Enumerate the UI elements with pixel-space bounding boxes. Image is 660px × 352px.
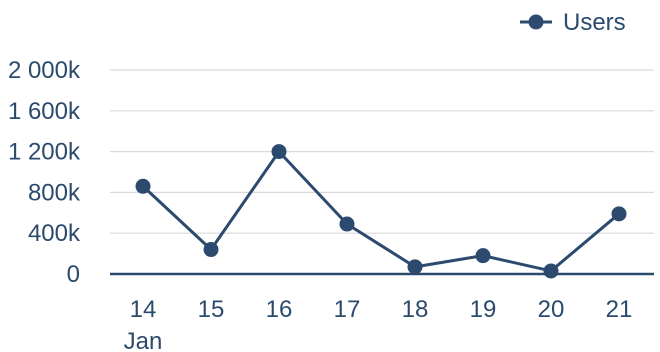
x-tick-label: 15 xyxy=(198,296,225,323)
y-axis: 0 400k 800k 1 200k 1 600k 2 000k xyxy=(8,57,81,288)
y-tick-label: 1 600k xyxy=(8,98,81,125)
x-tick-label: 17 xyxy=(334,296,361,323)
x-tick-label: 20 xyxy=(538,296,565,323)
y-tick-label: 0 xyxy=(67,261,80,288)
legend-swatch-marker xyxy=(528,14,544,30)
y-tick-label: 800k xyxy=(28,179,81,206)
legend[interactable]: Users xyxy=(520,9,626,36)
legend-label[interactable]: Users xyxy=(563,9,626,36)
y-tick-label: 2 000k xyxy=(8,57,81,84)
x-tick-label: 14 xyxy=(130,296,157,323)
x-tick-label: 21 xyxy=(606,296,633,323)
x-axis: 14 15 16 17 18 19 20 21 Jan xyxy=(110,272,654,352)
data-point[interactable] xyxy=(135,178,151,194)
gridlines xyxy=(110,69,654,234)
data-point[interactable] xyxy=(475,248,491,264)
y-tick-label: 1 200k xyxy=(8,139,81,166)
x-tick-label: 19 xyxy=(470,296,497,323)
x-tick-label: 16 xyxy=(266,296,293,323)
data-point[interactable] xyxy=(271,144,287,160)
series-line xyxy=(141,150,620,273)
series-users xyxy=(135,144,627,279)
y-tick-label: 400k xyxy=(28,220,81,247)
data-point[interactable] xyxy=(407,259,423,275)
x-tick-label: 18 xyxy=(402,296,429,323)
x-tick-sublabel: Jan xyxy=(124,328,163,352)
data-point[interactable] xyxy=(543,263,559,279)
data-point[interactable] xyxy=(611,206,627,222)
data-point[interactable] xyxy=(339,216,355,232)
data-point[interactable] xyxy=(203,242,219,258)
